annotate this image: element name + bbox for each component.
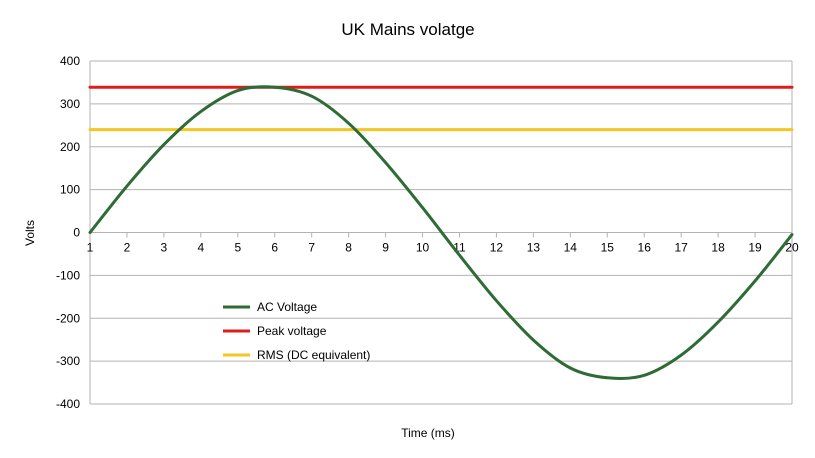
y-tick-label: 100 (60, 183, 80, 197)
x-tick-label: 16 (638, 241, 652, 255)
x-tick-label: 1 (87, 241, 94, 255)
x-tick-label: 12 (490, 241, 504, 255)
y-tick-label: -400 (56, 397, 80, 411)
y-tick-label: 300 (60, 97, 80, 111)
x-tick-label: 20 (785, 241, 799, 255)
legend-label: AC Voltage (257, 300, 317, 314)
x-tick-label: 5 (234, 241, 241, 255)
y-tick-label: 0 (73, 226, 80, 240)
x-tick-label: 13 (527, 241, 541, 255)
x-tick-label: 19 (748, 241, 762, 255)
x-tick-label: 4 (197, 241, 204, 255)
x-tick-label: 15 (601, 241, 615, 255)
x-tick-label: 7 (308, 241, 315, 255)
legend: AC Voltage Peak voltage RMS (DC equivalent… (223, 300, 370, 362)
y-tick-label: 200 (60, 140, 80, 154)
y-tick-label: 400 (60, 54, 80, 68)
x-tick-label: 17 (674, 241, 688, 255)
x-tick-label: 18 (711, 241, 725, 255)
x-axis-label: Time (ms) (401, 426, 455, 440)
y-tick-label: -100 (56, 268, 80, 282)
x-tick-label: 8 (345, 241, 352, 255)
x-tick-label: 3 (161, 241, 168, 255)
x-tick-label: 2 (124, 241, 131, 255)
x-tick-label: 14 (564, 241, 578, 255)
x-tick-label: 10 (416, 241, 430, 255)
legend-label: RMS (DC equivalent) (257, 348, 370, 362)
y-tick-label: -200 (56, 311, 80, 325)
series (88, 85, 794, 381)
legend-label: Peak voltage (257, 324, 327, 338)
series-line-ac-voltage (88, 85, 794, 381)
y-tick-label: -300 (56, 354, 80, 368)
x-tick-label: 6 (271, 241, 278, 255)
x-tick-label: 9 (382, 241, 389, 255)
y-axis-label: Volts (23, 220, 37, 246)
chart-title: UK Mains volatge (341, 20, 474, 39)
